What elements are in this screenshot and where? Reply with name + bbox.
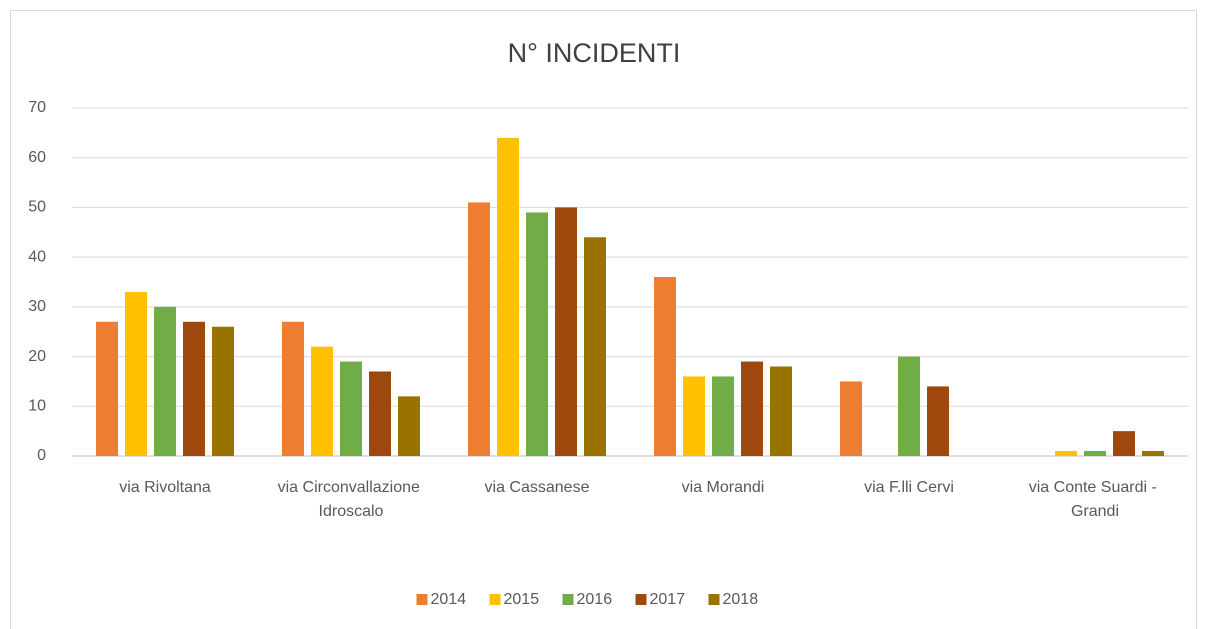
bar	[369, 371, 391, 456]
y-tick-label: 20	[28, 348, 46, 365]
bar	[1084, 451, 1106, 456]
x-tick-label: via Rivoltana	[119, 479, 211, 496]
bar	[125, 291, 147, 456]
bar	[468, 202, 490, 456]
legend-label: 2017	[650, 591, 686, 608]
y-tick-label: 30	[28, 298, 46, 315]
bar	[398, 396, 420, 456]
bar	[154, 306, 176, 456]
bar	[212, 326, 234, 456]
x-tick-label: via Circonvallazione Idroscalo	[278, 479, 425, 520]
bar	[1142, 451, 1164, 456]
x-tick-label: via F.lli Cervi	[864, 479, 954, 496]
bar	[340, 361, 362, 456]
bar	[1113, 431, 1135, 456]
bar	[683, 376, 705, 456]
bar	[497, 137, 519, 457]
bar	[770, 366, 792, 456]
x-tick-label: via Cassanese	[485, 479, 590, 496]
bar	[96, 321, 118, 456]
legend-label: 2018	[723, 591, 759, 608]
y-tick-label: 10	[28, 398, 46, 415]
legend-swatch	[708, 594, 720, 605]
bar	[712, 376, 734, 456]
y-tick-label: 60	[28, 149, 46, 166]
bar	[584, 237, 606, 456]
y-tick-label: 70	[28, 99, 46, 116]
legend-label: 2015	[504, 591, 540, 608]
bar	[555, 207, 577, 456]
legend-swatch	[416, 594, 428, 605]
bar	[927, 386, 949, 456]
chart-title: N° INCIDENTI	[508, 38, 681, 68]
legend-label: 2016	[577, 591, 613, 608]
bar	[311, 346, 333, 456]
bar	[526, 212, 548, 456]
x-tick-label: via Conte Suardi - Grandi	[1029, 479, 1162, 520]
bar	[183, 321, 205, 456]
bar	[741, 361, 763, 456]
bar	[1055, 451, 1077, 456]
legend-swatch	[562, 594, 574, 605]
bar	[898, 356, 920, 456]
legend-label: 2014	[431, 591, 467, 608]
legend-swatch	[635, 594, 647, 605]
y-tick-label: 40	[28, 248, 46, 265]
y-tick-label: 0	[37, 447, 46, 464]
bar	[840, 381, 862, 456]
x-tick-label: via Morandi	[682, 479, 765, 496]
y-tick-label: 50	[28, 199, 46, 216]
bar	[654, 277, 676, 456]
legend-swatch	[489, 594, 501, 605]
bar	[282, 321, 304, 456]
